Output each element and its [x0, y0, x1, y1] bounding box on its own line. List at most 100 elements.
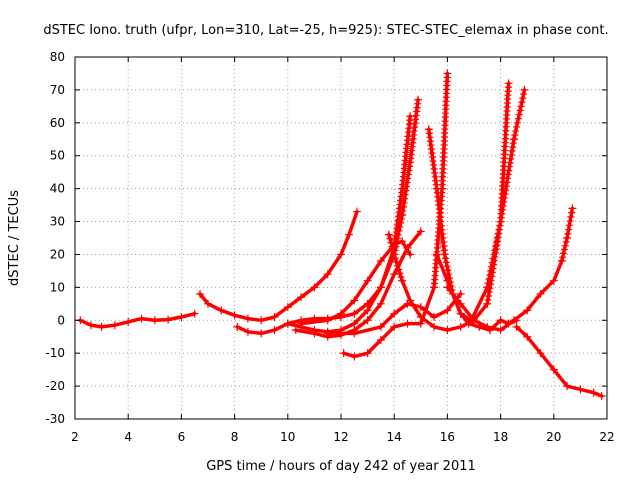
data-point	[536, 289, 545, 298]
data-point	[414, 95, 423, 104]
x-axis-label: GPS time / hours of day 242 of year 2011	[206, 459, 476, 474]
x-tick-label: 16	[440, 430, 455, 444]
data-point	[403, 319, 412, 328]
data-point-marker	[499, 202, 507, 210]
series-12	[443, 204, 577, 335]
data-point-marker	[489, 255, 497, 263]
y-tick-label: -30	[45, 412, 65, 426]
data-point	[352, 207, 361, 216]
y-tick-label: 70	[50, 83, 65, 97]
data-point	[597, 391, 606, 400]
data-point	[310, 329, 319, 338]
data-point	[509, 135, 518, 144]
data-point	[520, 85, 529, 94]
data-point-marker	[404, 175, 412, 183]
data-point-marker	[512, 127, 520, 135]
data-point	[376, 336, 385, 345]
data-point	[257, 329, 266, 338]
data-point-marker	[397, 273, 405, 281]
x-tick-label: 22	[599, 430, 614, 444]
data-point	[137, 314, 146, 323]
data-point-marker	[516, 106, 524, 114]
series-8	[323, 289, 465, 338]
data-point-marker	[395, 265, 403, 273]
data-point-marker	[443, 262, 451, 270]
data-point	[270, 326, 279, 335]
data-point	[483, 283, 492, 292]
y-axis-ticks: -30 -20 -10 0 10 20 30 40 50 60 70 80	[45, 50, 607, 426]
data-point-marker	[485, 292, 493, 300]
data-point-marker	[492, 238, 500, 246]
data-point	[390, 309, 399, 318]
data-point	[456, 309, 465, 318]
data-point-marker	[517, 102, 525, 110]
data-point-marker	[505, 167, 513, 175]
series-line	[78, 311, 197, 329]
data-point	[350, 352, 359, 361]
data-point-marker	[444, 266, 452, 274]
data-point	[456, 289, 465, 298]
data-point	[376, 283, 385, 292]
series-line	[294, 229, 423, 339]
data-point	[406, 250, 415, 259]
data-point-marker	[490, 250, 498, 258]
data-point-marker	[485, 275, 493, 283]
data-point	[406, 112, 415, 121]
data-point	[443, 283, 452, 292]
series-line	[286, 114, 412, 334]
x-tick-label: 18	[493, 430, 508, 444]
x-tick-label: 8	[231, 430, 239, 444]
data-point-marker	[505, 163, 513, 171]
data-point-marker	[487, 263, 495, 271]
data-point-marker	[488, 259, 496, 267]
data-point	[204, 299, 212, 308]
y-tick-label: 10	[50, 280, 65, 294]
series-2	[196, 207, 361, 325]
data-point	[363, 316, 372, 325]
data-point	[337, 250, 345, 259]
data-point-marker	[514, 115, 522, 123]
data-point	[323, 329, 332, 338]
data-point-marker	[405, 166, 413, 174]
data-point	[376, 322, 385, 331]
data-point	[483, 322, 492, 331]
data-point	[350, 329, 359, 338]
data-point-marker	[494, 230, 502, 238]
data-point-marker	[442, 254, 450, 262]
data-point	[97, 322, 106, 331]
data-point-marker	[403, 179, 411, 187]
y-tick-label: -20	[45, 379, 65, 393]
data-point	[589, 388, 598, 397]
data-point-marker	[502, 186, 510, 194]
data-point	[384, 230, 393, 239]
y-tick-label: 40	[50, 182, 65, 196]
data-point	[523, 332, 532, 341]
data-point	[504, 79, 513, 88]
y-tick-label: 30	[50, 215, 65, 229]
x-tick-label: 2	[71, 430, 79, 444]
data-point-marker	[404, 170, 412, 178]
data-point	[398, 237, 407, 246]
data-point-marker	[386, 235, 394, 243]
data-point-marker	[520, 90, 528, 98]
series-line	[427, 88, 527, 323]
data-point	[456, 322, 465, 331]
x-axis-ticks: 2 4 6 8 10 12 14 16 18 20 22	[71, 57, 615, 444]
data-point	[233, 322, 242, 331]
data-point	[270, 312, 279, 321]
series-7	[339, 69, 452, 361]
data-point-marker	[518, 98, 526, 106]
data-point-marker	[507, 155, 515, 163]
data-point-marker	[564, 230, 572, 238]
data-point-marker	[506, 159, 514, 167]
data-point	[350, 296, 359, 305]
data-point	[416, 303, 425, 312]
data-point-marker	[503, 178, 511, 186]
data-point-marker	[511, 131, 519, 139]
data-point	[398, 184, 407, 193]
data-point-marker	[565, 221, 573, 229]
data-point	[496, 217, 505, 226]
data-point-marker	[501, 190, 509, 198]
data-point	[86, 321, 95, 330]
